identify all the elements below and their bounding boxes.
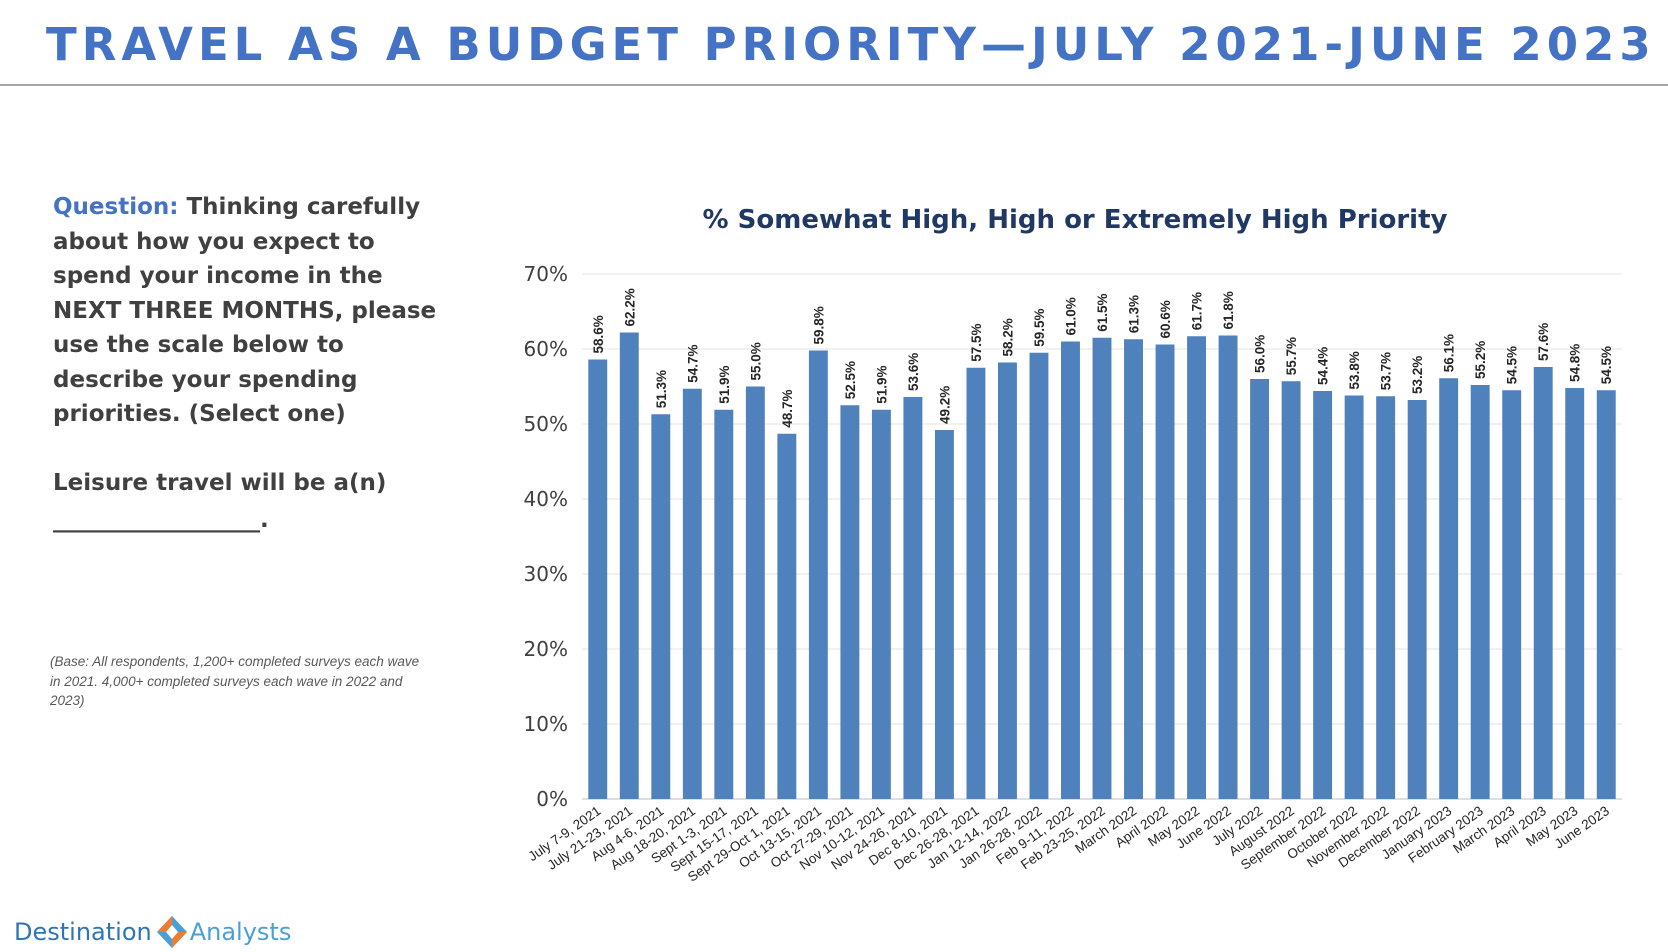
bar — [1502, 390, 1522, 799]
data-label: 53.2% — [1410, 356, 1425, 394]
y-tick-label: 20% — [524, 637, 568, 661]
bar — [588, 359, 608, 799]
logo-word-analysts: Analysts — [189, 918, 292, 946]
answer-blank: __________________. — [53, 507, 269, 533]
bar — [1439, 378, 1459, 799]
data-label: 54.5% — [1505, 346, 1520, 384]
data-label: 51.3% — [654, 370, 669, 408]
bar — [714, 409, 734, 799]
data-label: 58.2% — [1000, 318, 1015, 356]
data-label: 54.8% — [1568, 344, 1583, 382]
bar — [903, 397, 923, 799]
data-label: 62.2% — [622, 288, 637, 326]
data-label: 54.5% — [1599, 346, 1614, 384]
data-label: 55.7% — [1284, 337, 1299, 375]
data-label: 53.7% — [1379, 352, 1394, 390]
bar — [1092, 337, 1112, 799]
y-tick-label: 40% — [524, 487, 568, 511]
data-label: 52.5% — [843, 361, 858, 399]
bar — [1533, 367, 1553, 799]
bar — [1029, 352, 1049, 799]
y-tick-label: 60% — [524, 337, 568, 361]
bar — [840, 405, 860, 799]
data-label: 56.1% — [1442, 334, 1457, 372]
bar — [1281, 381, 1301, 799]
question-label: Question: — [53, 194, 179, 220]
data-label: 55.0% — [748, 342, 763, 380]
data-label: 54.7% — [685, 344, 700, 382]
bar — [871, 409, 891, 799]
leisure-prompt: Leisure travel will be a(n) ____________… — [53, 465, 448, 539]
bar — [1596, 390, 1616, 799]
data-label: 56.0% — [1253, 335, 1268, 373]
bar — [1124, 339, 1143, 799]
data-label: 57.6% — [1536, 323, 1551, 361]
data-label: 59.5% — [1032, 308, 1047, 346]
data-label: 61.5% — [1095, 293, 1110, 331]
logo-word-destination: Destination — [14, 918, 152, 946]
bar — [745, 386, 765, 799]
title-divider — [0, 84, 1668, 86]
bar — [682, 388, 702, 799]
data-label: 61.0% — [1063, 297, 1078, 335]
bar — [619, 332, 639, 799]
bar — [1313, 391, 1333, 799]
data-label: 51.9% — [717, 365, 732, 403]
data-label: 59.8% — [811, 306, 826, 344]
data-label: 60.6% — [1158, 300, 1173, 338]
data-label: 55.2% — [1473, 341, 1488, 379]
data-label: 48.7% — [780, 389, 795, 427]
question-text: Thinking carefully about how you expect … — [53, 194, 437, 427]
bar — [1218, 335, 1238, 799]
data-label: 61.7% — [1190, 292, 1205, 330]
bar — [1187, 336, 1206, 799]
bar — [998, 362, 1017, 799]
data-label: 57.5% — [969, 323, 984, 361]
data-label: 49.2% — [937, 386, 952, 424]
data-label: 51.9% — [874, 365, 889, 403]
y-tick-label: 70% — [524, 262, 568, 286]
y-tick-label: 30% — [524, 562, 568, 586]
leisure-line: Leisure travel will be a(n) — [53, 470, 387, 496]
bar — [1155, 344, 1175, 799]
bar — [1250, 379, 1270, 799]
page-title: TRAVEL AS A BUDGET PRIORITY—JULY 2021-JU… — [46, 18, 1656, 71]
data-label: 53.8% — [1347, 351, 1362, 389]
bar — [1407, 400, 1427, 799]
y-tick-label: 0% — [536, 787, 568, 811]
bar — [777, 433, 797, 799]
base-note: (Base: All respondents, 1,200+ completed… — [50, 654, 420, 708]
data-label: 54.4% — [1316, 347, 1331, 385]
y-tick-label: 10% — [524, 712, 568, 736]
bar — [1470, 385, 1490, 799]
bar — [1565, 388, 1585, 799]
bar — [934, 430, 954, 799]
bar — [808, 350, 828, 799]
question-block: Question: Thinking carefully about how y… — [53, 190, 448, 432]
chart-title: % Somewhat High, High or Extremely High … — [702, 205, 1448, 235]
bar — [1344, 395, 1364, 799]
data-label: 61.3% — [1127, 295, 1142, 333]
company-logo: Destination Analysts — [14, 912, 291, 952]
y-tick-label: 50% — [524, 412, 568, 436]
bar — [1376, 396, 1396, 799]
data-label: 61.8% — [1221, 291, 1236, 329]
data-label: 58.6% — [591, 315, 606, 353]
bar — [966, 367, 986, 799]
logo-diamond-icon — [156, 916, 187, 948]
data-label: 53.6% — [906, 353, 921, 391]
bar — [651, 414, 671, 799]
bar — [1061, 341, 1080, 799]
